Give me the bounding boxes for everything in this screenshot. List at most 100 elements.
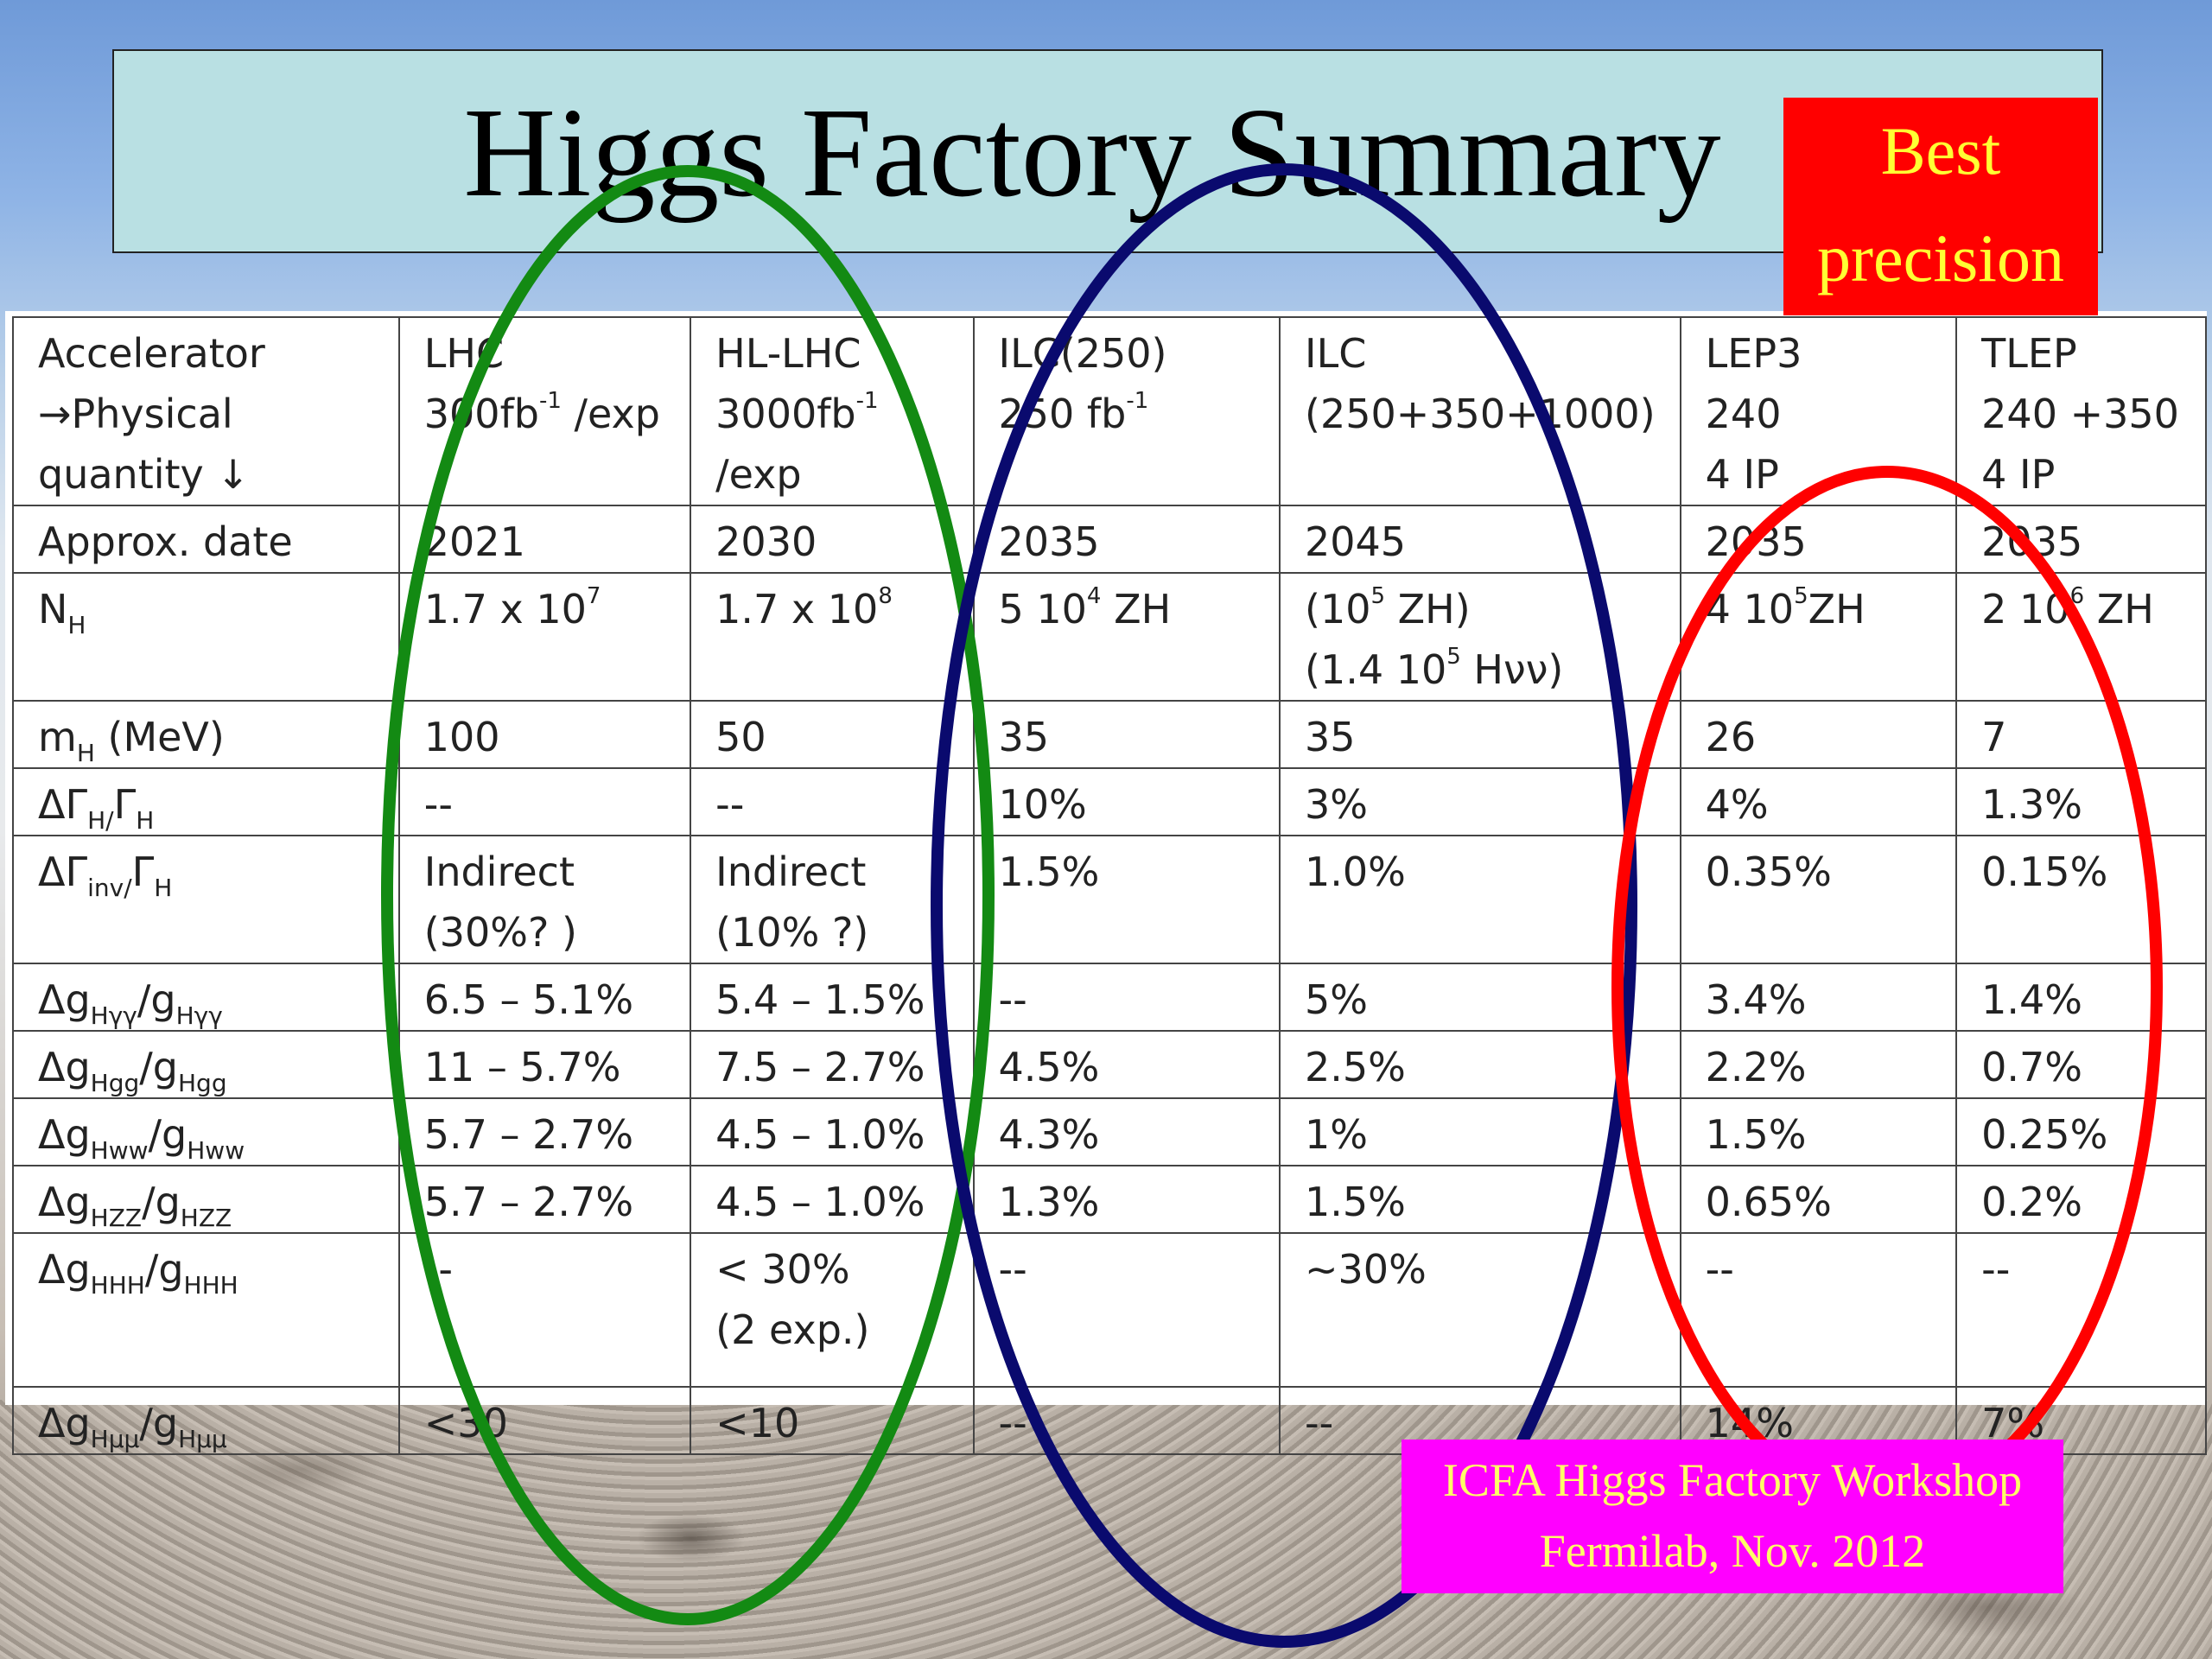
table-cell: 4 105ZH [1679,572,1958,702]
label-main: Δg [38,1111,91,1158]
table-cell: 4.5 – 1.0% [690,1165,975,1234]
exponent: 5 [1794,583,1808,609]
header-ip: 4 IP [1705,451,1779,498]
table-cell: 4% [1679,767,1958,836]
header-energy: 240 +350 [1981,391,2179,437]
table-cell: 1.5% [972,835,1281,964]
footer-line: Fermilab, Nov. 2012 [1539,1525,1926,1577]
table-cell: 1.7 x 108 [690,572,975,702]
table-cell: 10% [972,767,1281,836]
value: (30%? ) [423,909,577,956]
label-sub: Hγγ [175,1001,223,1030]
label-main: m [38,714,77,760]
table-cell: 1% [1279,1097,1681,1166]
table-cell: 5.7 – 2.7% [397,1165,692,1234]
header-label-line: Accelerator [38,330,265,377]
lumi-exponent: -1 [1126,388,1149,414]
table-cell: 1.3% [1955,767,2207,836]
table-row-width: ΔΓH/ΓH -- -- 10% 3% 4% 1.3% [12,767,2207,836]
suffix: ZH [1808,586,1866,632]
table-cell: ~30% [1279,1232,1681,1388]
value: (2 exp.) [715,1306,870,1353]
table-cell: 4.3% [972,1097,1281,1166]
value: (10 [1305,586,1371,632]
table-cell: 0.7% [1955,1030,2207,1099]
label-mid: /g [139,1400,179,1446]
table-cell: 5 104 ZH [972,572,1281,702]
lumi-suffix: /exp [715,451,802,498]
best-precision-badge: Best precision [1783,98,2098,315]
header-lep3: LEP3 240 4 IP [1679,316,1958,506]
table-cell: 2.2% [1679,1030,1958,1099]
label-sub: inv/ [87,874,132,902]
header-name: ILC(250) [998,330,1167,377]
table-cell: 0.15% [1955,835,2207,964]
header-name: LHC [423,330,505,377]
suffix: ZH [1101,586,1172,632]
table-cell: 2 106 ZH [1955,572,2207,702]
label-mid: Γ [131,849,155,895]
header-lhc: LHC 300fb-1 /exp [397,316,692,506]
table-cell: 7 [1955,700,2207,769]
table-row-gzz: ΔgHZZ/gHZZ 5.7 – 2.7% 4.5 – 1.0% 1.3% 1.… [12,1165,2207,1234]
table-cell: 3.4% [1679,963,1958,1032]
row-label: NH [12,572,400,702]
header-hllhc: HL-LHC 3000fb-1 /exp [690,316,975,506]
value: 2 10 [1981,586,2070,632]
row-label: ΔgHμμ/gHμμ [12,1386,400,1455]
label-sub: HHH [90,1271,145,1300]
label-sub: H [76,739,95,767]
table-cell: 5.4 – 1.5% [690,963,975,1032]
label-main: ΔΓ [38,781,88,828]
table-cell: 2045 [1279,505,1681,574]
label-main: N [38,586,68,632]
label-sub: H/ [87,806,114,835]
lumi-suffix: /exp [561,391,660,437]
comparison-table-panel: Accelerator →Physical quantity ↓ LHC 300… [5,311,2207,1455]
lumi-exponent: -1 [538,388,562,414]
value: < 30% [715,1246,850,1293]
table-cell: -- [397,1232,692,1388]
table-cell: 1.5% [1679,1097,1958,1166]
label-sub: Hww [187,1136,245,1165]
table-row-mh: mH (MeV) 100 50 35 35 26 7 [12,700,2207,769]
label-mid: /g [142,1179,181,1225]
table-cell: 2.5% [1279,1030,1681,1099]
header-label-line: →Physical [38,391,233,437]
workshop-footer: ICFA Higgs Factory Workshop Fermilab, No… [1402,1440,2063,1593]
label-sub: HHH [183,1271,238,1300]
lumi: 300fb [423,391,539,437]
header-energy: 240 [1705,391,1782,437]
label-main: Δg [38,1246,91,1293]
table-cell: -- [972,1232,1281,1388]
row-label: Approx. date [12,505,400,574]
table-row-ggg: ΔgHgg/gHgg 11 – 5.7% 7.5 – 2.7% 4.5% 2.5… [12,1030,2207,1099]
label-sub: Hγγ [90,1001,137,1030]
table-cell: 1.0% [1279,835,1681,964]
table-cell: (105 ZH) (1.4 105 Hνν) [1279,572,1681,702]
table-cell: 2035 [1955,505,2207,574]
label-main: ΔΓ [38,849,88,895]
label-sub: HZZ [180,1204,232,1232]
footer-line: ICFA Higgs Factory Workshop [1442,1454,2023,1506]
value: Indirect [423,849,575,895]
lumi: 3000fb [715,391,856,437]
value: (1.4 10 [1305,646,1447,693]
label-sub: Hgg [177,1069,227,1097]
table-cell: <10 [690,1386,975,1455]
table-cell: Indirect (30%? ) [397,835,692,964]
table-cell: 2035 [1679,505,1958,574]
row-label: ΔΓH/ΓH [12,767,400,836]
header-energy: (250+350+1000) [1305,391,1656,437]
suffix: ZH) [1385,586,1471,632]
table-cell: Indirect (10% ?) [690,835,975,964]
table-cell: 1.7 x 107 [397,572,692,702]
lumi-exponent: -1 [855,388,879,414]
table-cell: 35 [972,700,1281,769]
table-row-gww: ΔgHww/gHww 5.7 – 2.7% 4.5 – 1.0% 4.3% 1%… [12,1097,2207,1166]
header-label-line: quantity ↓ [38,451,250,498]
label-mid: Γ [113,781,137,828]
label-main: Δg [38,976,91,1023]
table-cell: 1.3% [972,1165,1281,1234]
table-cell: -- [397,767,692,836]
